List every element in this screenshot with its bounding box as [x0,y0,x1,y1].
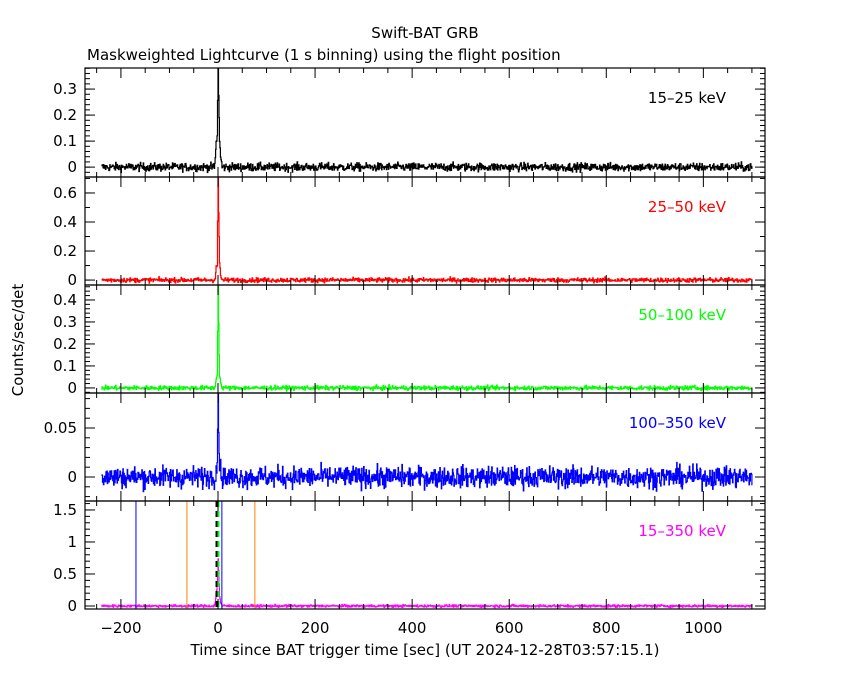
band-label: 25–50 keV [648,198,727,216]
series-line-1 [101,177,753,284]
y-tick-label: 0 [67,158,77,176]
y-tick-label: 1 [67,533,77,551]
x-tick-label: −200 [100,619,141,637]
chart-subtitle: Maskweighted Lightcurve (1 s binning) us… [87,46,561,64]
series-line-3 [101,393,753,493]
band-label: 100–350 keV [629,414,727,432]
y-tick-label: 1.5 [53,501,77,519]
x-tick-label: 400 [398,619,427,637]
panel-frame [84,284,766,394]
y-tick-label: 0.2 [53,335,77,353]
panel-0: 0 0.1 0.2 0.3 15–25 keV [53,67,766,178]
y-tick-label: 0 [67,597,77,615]
panel-frame [84,67,766,178]
y-tick-label: 0 [67,379,77,397]
y-tick-label: 0.05 [44,419,77,437]
band-label: 15–25 keV [648,89,727,107]
y-tick-label: 0.2 [53,242,77,260]
y-tick-label: 0.6 [53,184,77,202]
panel-2: 0 0.1 0.2 0.3 0.4 50–100 keV [53,284,766,397]
x-tick-label: 1000 [684,619,722,637]
series-line-0 [101,68,753,174]
y-tick-label: 0.1 [53,357,77,375]
band-label: 50–100 keV [638,306,726,324]
y-tick-label: 0 [67,468,77,486]
y-tick-label: 0.5 [53,565,77,583]
series-line-4 [101,558,753,609]
y-tick-label: 0.4 [53,213,77,231]
panel-4: 0 0.5 1 1.5 15–350 keV [53,500,766,615]
chart-title: Swift-BAT GRB [371,24,478,42]
series-line-2 [101,285,753,392]
y-axis-label: Counts/sec/det [9,284,27,397]
x-tick-label: 200 [301,619,330,637]
band-label: 15–350 keV [638,522,726,540]
panel-1: 0 0.2 0.4 0.6 25–50 keV [53,176,766,289]
x-axis-label: Time since BAT trigger time [sec] (UT 20… [190,641,660,659]
y-tick-label: 0.3 [53,313,77,331]
y-tick-label: 0.4 [53,291,77,309]
panel-frame [84,176,766,286]
x-tick-label: 0 [213,619,223,637]
x-tick-label: 600 [495,619,524,637]
y-tick-label: 0.1 [53,132,77,150]
y-tick-label: 0.3 [53,80,77,98]
x-tick-label: 800 [592,619,621,637]
y-tick-label: 0.2 [53,106,77,124]
y-tick-label: 0 [67,271,77,289]
panel-3: 0 0.05 100–350 keV [44,392,766,502]
